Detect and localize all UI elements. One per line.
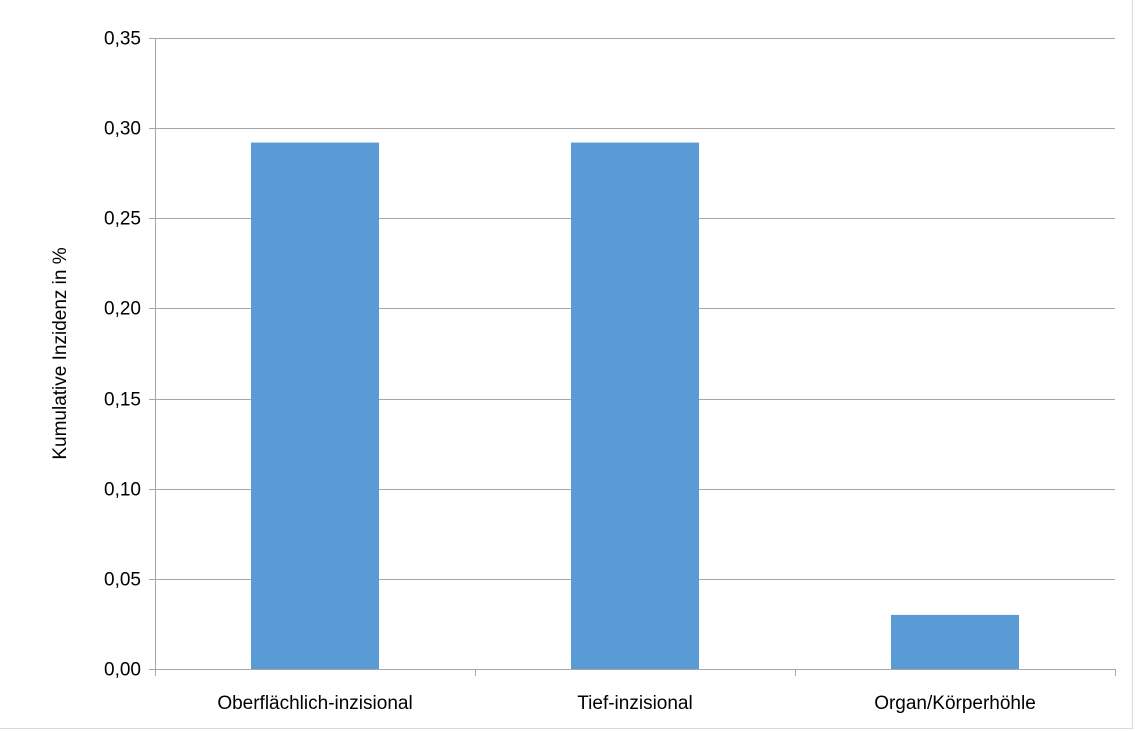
y-tick-labels: 0,00 0,05 0,10 0,15 0,20 0,25 0,30 0,35: [104, 29, 141, 681]
axes: [149, 38, 1116, 676]
x-tick-label: Tief-inzisional: [577, 693, 692, 714]
bar: [891, 614, 1019, 669]
y-axis-title: Kumulative Inzidenz in %: [50, 247, 71, 459]
y-tick-label: 0,20: [104, 299, 141, 320]
bars: [251, 142, 1019, 669]
y-tick-label: 0,05: [104, 570, 141, 591]
y-tick-label: 0,25: [104, 209, 141, 230]
bar: [251, 142, 379, 669]
y-tick-label: 0,00: [104, 660, 141, 681]
x-tick-label: Organ/Körperhöhle: [874, 693, 1036, 714]
y-tick-label: 0,10: [104, 480, 141, 501]
y-tick-label: 0,30: [104, 119, 141, 140]
bar: [571, 142, 699, 669]
x-tick-label: Oberflächlich-inzisional: [217, 693, 412, 714]
x-tick-labels: Oberflächlich-inzisional Tief-inzisional O…: [217, 693, 1035, 714]
y-tick-label: 0,35: [104, 29, 141, 50]
y-tick-label: 0,15: [104, 390, 141, 411]
